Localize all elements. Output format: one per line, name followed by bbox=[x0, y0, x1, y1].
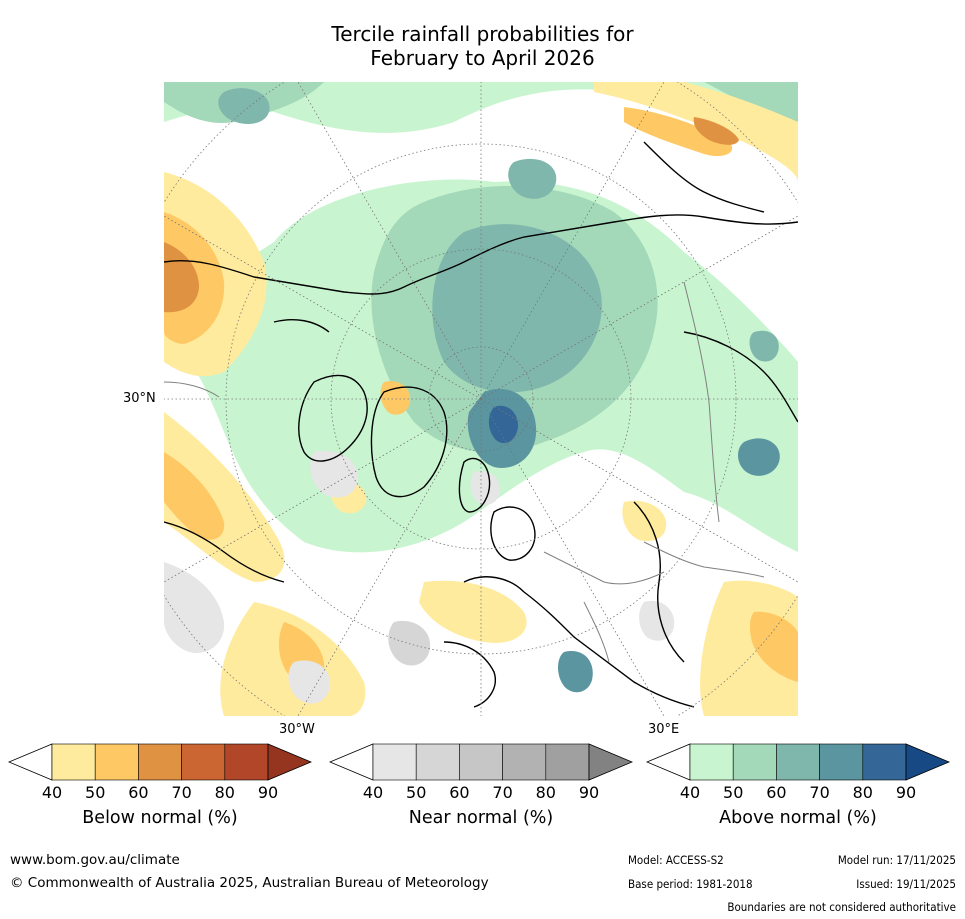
near-normal-label: Near normal (%) bbox=[408, 808, 554, 828]
near-over-arrow bbox=[588, 743, 633, 781]
above-bin-2 bbox=[776, 743, 820, 781]
lat-label-30n: 30°N bbox=[123, 391, 156, 406]
title-line-2: February to April 2026 bbox=[370, 46, 595, 70]
below-normal-regions bbox=[164, 82, 798, 716]
below-under-arrow bbox=[8, 743, 53, 781]
near-under-arrow bbox=[329, 743, 374, 781]
near-tick-70: 70 bbox=[492, 783, 513, 802]
base-period-text: Base period: 1981-2018 bbox=[628, 877, 753, 891]
below-normal-label: Below normal (%) bbox=[82, 808, 238, 828]
map-title: Tercile rainfall probabilities for Febru… bbox=[0, 22, 965, 70]
above-tick-40: 40 bbox=[679, 783, 701, 802]
near-bin-4 bbox=[545, 743, 590, 781]
country-borders bbox=[164, 281, 765, 663]
disclaimer-text: Boundaries are not considered authoritat… bbox=[727, 900, 956, 914]
above-tick-60: 60 bbox=[766, 783, 787, 802]
near-tick-90: 90 bbox=[578, 783, 600, 802]
lon-label-30e: 30°E bbox=[648, 722, 680, 737]
lon-label-30w: 30°W bbox=[279, 722, 315, 737]
below-bin-0 bbox=[51, 743, 96, 781]
above-normal-label: Above normal (%) bbox=[719, 808, 877, 828]
issued-text: Issued: 19/11/2025 bbox=[856, 877, 956, 891]
near-bin-3 bbox=[502, 743, 547, 781]
near-normal-colorbar bbox=[329, 743, 633, 781]
below-tick-60: 60 bbox=[128, 783, 149, 802]
above-bin-4 bbox=[862, 743, 907, 781]
above-bin-3 bbox=[819, 743, 864, 781]
below-tick-90: 90 bbox=[257, 783, 279, 802]
near-normal-regions bbox=[164, 450, 675, 704]
below-tick-40: 40 bbox=[41, 783, 63, 802]
near-tick-80: 80 bbox=[535, 783, 556, 802]
below-tick-80: 80 bbox=[214, 783, 235, 802]
above-over-arrow bbox=[905, 743, 950, 781]
below-bin-3 bbox=[181, 743, 226, 781]
above-tick-80: 80 bbox=[852, 783, 873, 802]
above-tick-50: 50 bbox=[723, 783, 744, 802]
near-tick-40: 40 bbox=[362, 783, 384, 802]
above-normal-colorbar bbox=[646, 743, 950, 781]
near-bin-0 bbox=[372, 743, 417, 781]
near-tick-60: 60 bbox=[449, 783, 470, 802]
above-bin-1 bbox=[732, 743, 777, 781]
graticule bbox=[164, 82, 798, 716]
below-over-arrow bbox=[267, 743, 312, 781]
coastlines bbox=[164, 141, 798, 708]
rainfall-probability-map bbox=[164, 82, 798, 716]
below-normal-colorbar bbox=[8, 743, 312, 781]
above-under-arrow bbox=[646, 743, 691, 781]
title-line-1: Tercile rainfall probabilities for bbox=[331, 22, 634, 46]
below-tick-70: 70 bbox=[171, 783, 192, 802]
copyright-text: © Commonwealth of Australia 2025, Austra… bbox=[10, 875, 489, 891]
below-bin-4 bbox=[224, 743, 269, 781]
above-bin-0 bbox=[689, 743, 734, 781]
website-text: www.bom.gov.au/climate bbox=[10, 852, 180, 868]
near-bin-1 bbox=[415, 743, 460, 781]
above-tick-70: 70 bbox=[809, 783, 830, 802]
near-bin-2 bbox=[459, 743, 503, 781]
below-bin-1 bbox=[94, 743, 139, 781]
below-tick-50: 50 bbox=[85, 783, 106, 802]
model-text: Model: ACCESS-S2 bbox=[628, 853, 724, 867]
model-run-text: Model run: 17/11/2025 bbox=[837, 853, 956, 867]
above-tick-90: 90 bbox=[895, 783, 917, 802]
below-bin-2 bbox=[138, 743, 182, 781]
near-tick-50: 50 bbox=[406, 783, 427, 802]
